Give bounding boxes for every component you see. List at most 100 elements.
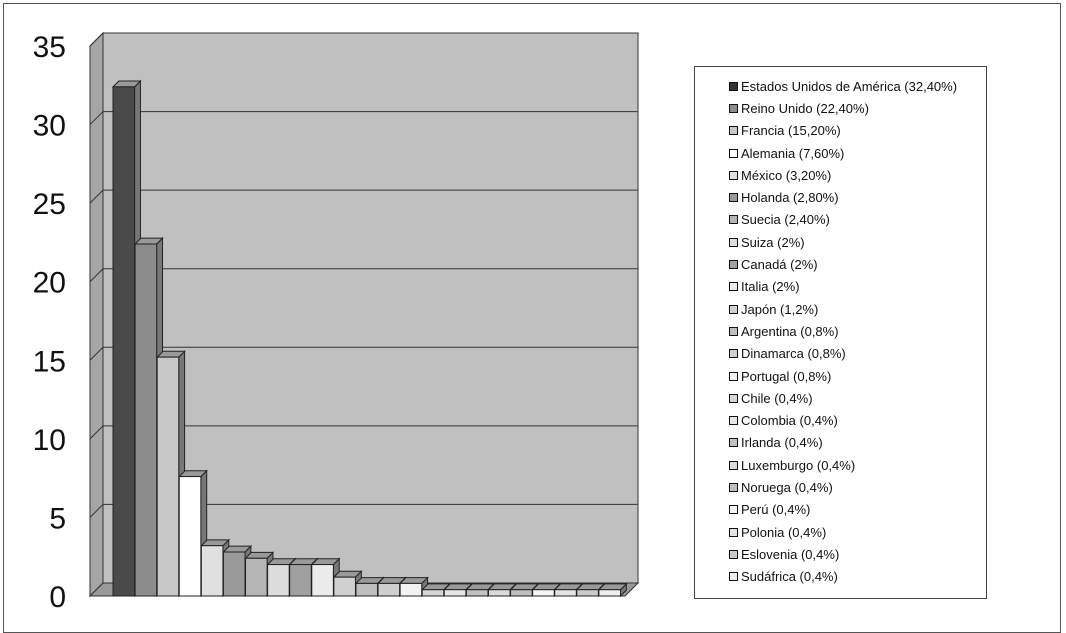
legend-swatch <box>729 549 738 559</box>
legend-label: Sudáfrica (0,4%) <box>741 569 838 585</box>
bar-front <box>510 589 533 597</box>
legend-swatch <box>729 260 738 270</box>
legend-label: Noruega (0,4%) <box>741 479 833 495</box>
bar-front <box>576 589 599 597</box>
legend-swatch <box>729 460 738 470</box>
bar-front <box>311 564 334 597</box>
legend-label: Japón (1,2%) <box>741 301 819 317</box>
legend-item: Japón (1,2%) <box>729 298 986 320</box>
legend-item: Irlanda (0,4%) <box>729 432 986 454</box>
legend-item: Argentina (0,8%) <box>729 320 986 342</box>
legend-item: Dinamarca (0,8%) <box>729 343 986 365</box>
legend-swatch <box>729 237 738 247</box>
bar-front <box>554 589 577 597</box>
y-tick-label: 5 <box>49 502 66 535</box>
bar-front <box>443 589 467 597</box>
bar-front <box>222 551 246 597</box>
legend-label: Eslovenia (0,4%) <box>741 546 840 562</box>
y-tick-label: 10 <box>33 424 66 457</box>
legend-item: Perú (0,4%) <box>729 499 986 521</box>
legend-swatch <box>729 505 738 515</box>
y-tick-label: 35 <box>33 31 66 64</box>
bar-front <box>377 582 401 597</box>
legend-swatch <box>729 371 738 381</box>
legend-swatch <box>729 326 738 336</box>
legend-item: Portugal (0,8%) <box>729 365 986 387</box>
legend-label: Suecia (2,40%) <box>741 212 830 228</box>
legend-swatch <box>729 482 738 492</box>
legend-label: Polonia (0,4%) <box>741 524 827 540</box>
legend-item: Luxemburgo (0,4%) <box>729 454 986 476</box>
legend-swatch <box>729 527 738 537</box>
bar-front <box>355 582 379 597</box>
bars <box>111 79 628 598</box>
legend-label: Portugal (0,8%) <box>741 368 832 384</box>
bar-front <box>134 243 158 597</box>
bar-front <box>200 545 224 597</box>
gridlines <box>89 32 638 518</box>
legend-swatch <box>729 103 738 113</box>
y-tick-label: 20 <box>33 267 66 300</box>
legend-label: Colombia (0,4%) <box>741 413 838 429</box>
bar-front <box>112 86 136 597</box>
gridline-depth <box>89 425 104 440</box>
bar-front <box>421 589 445 597</box>
legend-label: Italia (2%) <box>741 279 800 295</box>
legend-item: Eslovenia (0,4%) <box>729 543 986 565</box>
legend-label: Irlanda (0,4%) <box>741 435 823 451</box>
legend-item: Polonia (0,4%) <box>729 521 986 543</box>
legend-swatch <box>729 215 738 225</box>
y-tick-label: 15 <box>33 345 66 378</box>
legend-item: Suecia (2,40%) <box>729 209 986 231</box>
bar-front <box>465 589 489 597</box>
legend-swatch <box>729 393 738 403</box>
legend-swatch <box>729 282 738 292</box>
bar-23 <box>597 582 628 598</box>
legend-item: Noruega (0,4%) <box>729 476 986 498</box>
chart-frame: 0 5 10 15 20 25 30 35 Estados Unidos de América… <box>3 3 1061 633</box>
legend-swatch <box>729 416 738 426</box>
legend-label: Chile (0,4%) <box>741 390 813 406</box>
legend-item: Francia (15,20%) <box>729 120 986 142</box>
legend-label: Reino Unido (22,40%) <box>741 100 869 116</box>
legend-swatch <box>729 170 738 180</box>
legend-item: Canadá (2%) <box>729 253 986 275</box>
legend-label: Suiza (2%) <box>741 234 805 250</box>
legend-swatch <box>729 81 738 91</box>
legend-item: Chile (0,4%) <box>729 387 986 409</box>
legend-label: Perú (0,4%) <box>741 502 811 518</box>
bar-front <box>487 589 511 597</box>
legend-item: Alemania (7,60%) <box>729 142 986 164</box>
legend-swatch <box>729 193 738 203</box>
legend-label: Alemania (7,60%) <box>741 145 845 161</box>
gridline-depth <box>89 111 104 125</box>
bar-front <box>245 557 268 597</box>
legend-swatch <box>729 126 738 136</box>
bar-chart: 0 5 10 15 20 25 30 35 <box>33 31 640 614</box>
legend-label: Argentina (0,8%) <box>741 323 839 339</box>
gridline-depth <box>89 32 104 47</box>
bar-front <box>598 589 621 597</box>
legend-label: Canadá (2%) <box>741 257 818 273</box>
bar-front <box>267 564 290 597</box>
legend-label: Holanda (2,80%) <box>741 190 839 206</box>
y-axis-ticks: 0 5 10 15 20 25 30 35 <box>33 31 91 614</box>
legend-item: Colombia (0,4%) <box>729 409 986 431</box>
legend-swatch <box>729 438 738 448</box>
gridline-depth <box>89 504 104 518</box>
bar-front <box>156 356 180 597</box>
legend-item: México (3,20%) <box>729 164 986 186</box>
bar-front <box>178 476 202 597</box>
legend-swatch <box>729 572 738 582</box>
legend-item: Italia (2%) <box>729 276 986 298</box>
legend-swatch <box>729 304 738 314</box>
legend-label: Francia (15,20%) <box>741 123 841 139</box>
legend-label: Luxemburgo (0,4%) <box>741 457 856 473</box>
bar-front <box>333 576 356 597</box>
legend-item: Suiza (2%) <box>729 231 986 253</box>
gridline-depth <box>89 346 104 361</box>
bar-front <box>289 564 312 597</box>
legend-label: Dinamarca (0,8%) <box>741 346 846 362</box>
legend-item: Sudáfrica (0,4%) <box>729 566 986 588</box>
legend-item: Estados Unidos de América (32,40%) <box>729 75 986 97</box>
